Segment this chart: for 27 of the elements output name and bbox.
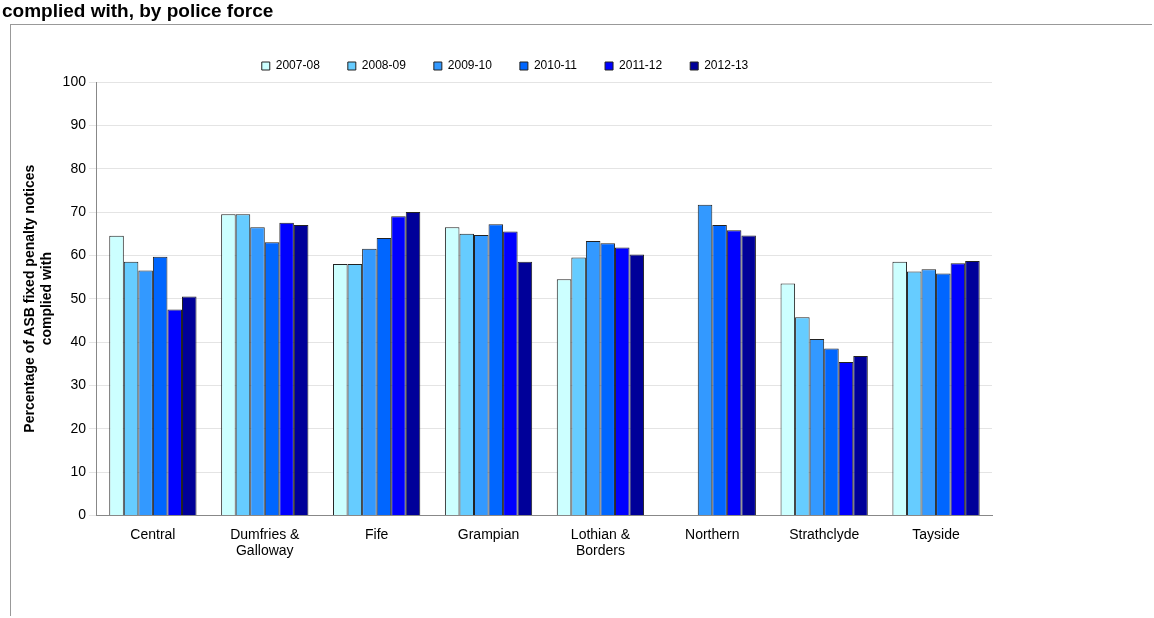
y-axis-title: Percentage of ASB fixed penalty notices complied with [21,164,55,433]
x-tick-label: Tayside [912,525,961,542]
y-tick-label: 20 [70,419,87,436]
legend-label: 2009-10 [447,58,493,73]
x-tick-label: Dumfries & Galloway [230,525,301,559]
x-tick-label: Fife [364,525,389,542]
y-tick-label: 70 [70,202,87,219]
legend-label: 2011-12 [619,58,663,73]
y-tick-label: 30 [70,376,87,393]
legend-label: 2008-09 [361,58,407,73]
legend-label: 2012-13 [704,58,749,73]
legend-label: 2007-08 [275,58,321,73]
x-tick-label: Central [130,525,176,542]
y-tick-label: 90 [70,116,87,133]
x-tick-label: Lothian & Borders [570,525,631,559]
y-tick-label: 10 [70,462,87,479]
x-tick-label: Strathclyde [789,525,860,542]
legend-label: 2010-11 [533,58,578,73]
y-tick-label: 100 [62,72,87,89]
x-tick-label: Northern [685,525,740,542]
chart-title: complied with, by police force [2,0,274,22]
y-tick-label: 80 [70,159,87,176]
y-tick-label: 0 [78,506,87,523]
y-tick-label: 50 [70,289,87,306]
x-tick-label: Grampian [457,525,520,542]
y-tick-label: 60 [70,246,87,263]
y-tick-label: 40 [70,332,87,349]
